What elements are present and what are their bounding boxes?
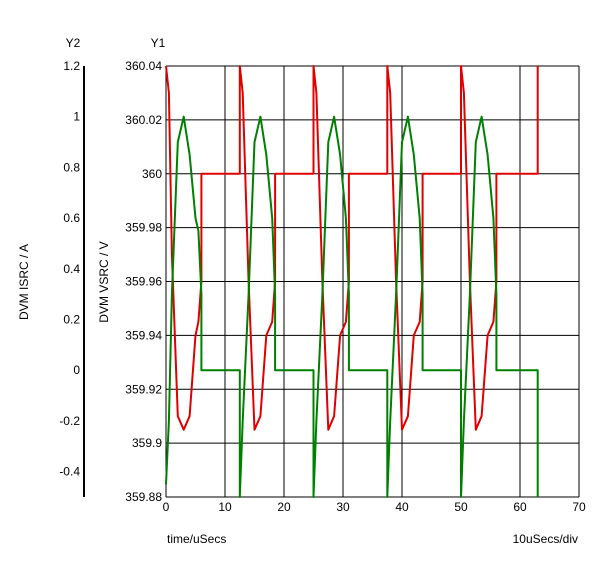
x-axis-title: time/uSecs [167,532,226,546]
isrc-series-line [165,115,539,498]
x-tick-label: 30 [336,500,350,514]
y2-tick-label: -0.4 [59,465,80,479]
y1-axis-title: DVM VSRC / V [97,241,111,322]
vsrc-series-line [165,65,539,431]
y2-tick-labels: -0.4 -0.2 0 0.2 0.4 0.6 0.8 1 1.2 [59,59,80,479]
y2-axis-title: DVM ISRC / A [17,244,31,320]
y1-tick-label: 359.9 [132,436,162,450]
y2-tick-label: 0.4 [63,262,80,276]
y2-tick-label: 0.6 [63,211,80,225]
y1-tick-label: 359.94 [125,328,162,342]
x-tick-label: 20 [277,500,291,514]
y2-tick-label: 0.8 [63,160,80,174]
series-layer [165,65,539,498]
y1-tick-label: 360.04 [125,59,162,73]
y1-tick-label: 360 [142,167,162,181]
x-tick-label: 70 [572,500,586,514]
x-tick-label: 50 [454,500,468,514]
y1-tick-label: 359.96 [125,275,162,289]
y2-tick-label: -0.2 [59,414,80,428]
y2-tick-label: 1 [73,110,80,124]
x-tick-label: 40 [395,500,409,514]
y2-tick-label: 0 [73,363,80,377]
y1-tick-label: 359.88 [125,490,162,504]
grid-layer [165,65,580,498]
y2-axis-header: Y2 [66,36,81,50]
x-tick-label: 0 [163,500,170,514]
y1-tick-label: 360.02 [125,113,162,127]
x-scale-note: 10uSecs/div [513,532,578,546]
y2-tick-label: 1.2 [63,59,80,73]
x-tick-labels: 0 10 20 30 40 50 60 70 [163,500,586,514]
y2-tick-label: 0.2 [63,313,80,327]
x-tick-label: 10 [218,500,232,514]
y1-tick-labels: 359.88 359.9 359.92 359.94 359.96 359.98 360 36… [125,59,162,504]
y1-axis-header: Y1 [151,36,166,50]
y1-tick-label: 359.92 [125,382,162,396]
x-tick-label: 60 [513,500,527,514]
y1-tick-label: 359.98 [125,221,162,235]
